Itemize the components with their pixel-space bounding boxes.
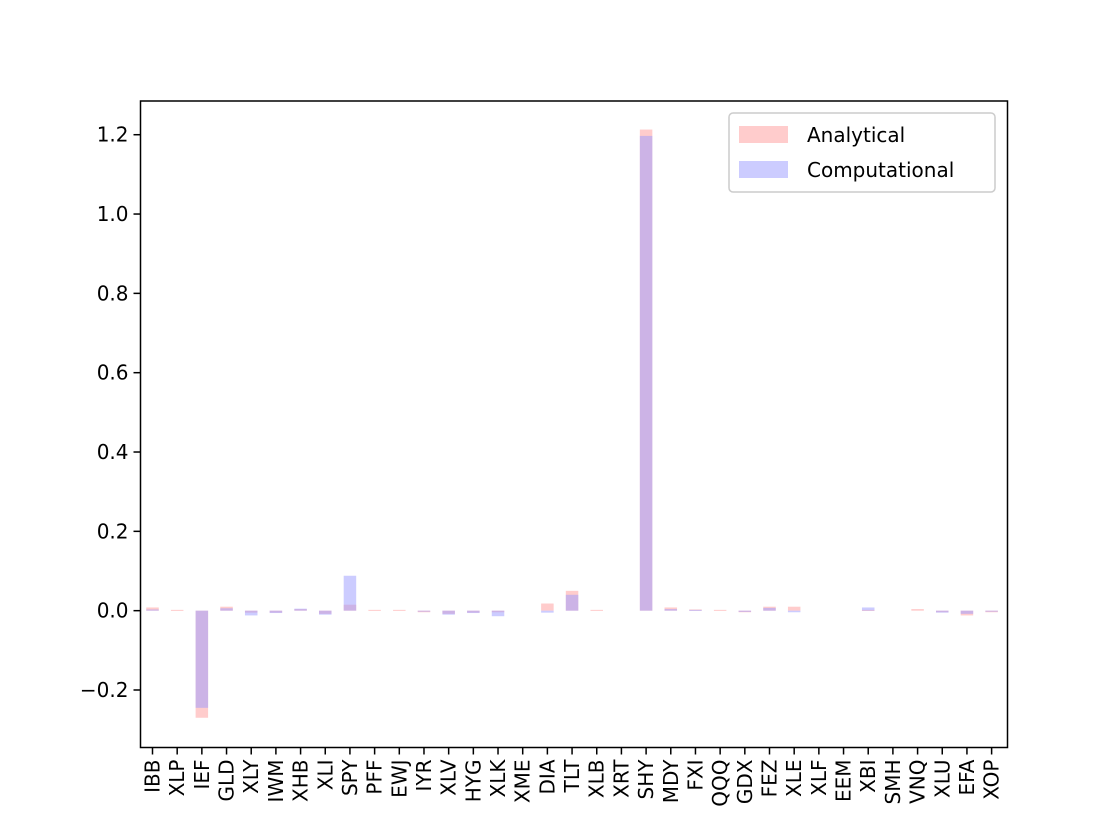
bar-computational-xlv	[442, 610, 455, 615]
y-tick-label: 1.0	[97, 202, 129, 226]
legend-label-analytical: Analytical	[807, 123, 905, 147]
bar-computational-xhb	[294, 608, 307, 611]
x-tick-label: IBB	[141, 760, 165, 793]
bar-analytical-qqq	[713, 609, 727, 611]
x-tick-label: XLI	[313, 760, 337, 791]
y-tick-label: 0.0	[97, 599, 129, 623]
x-tick-label: SHY	[634, 759, 658, 800]
x-tick-label: XHB	[289, 760, 313, 802]
bar-analytical-xlb	[590, 609, 603, 611]
x-tick-label: EFA	[955, 759, 979, 795]
bar-computational-ief	[195, 610, 209, 708]
y-axis: −0.2 0.0 0.2 0.4 0.6 0.8 1.0 1.2	[80, 123, 141, 702]
bar-computational-mdy	[664, 609, 678, 611]
bar-computational-iyr	[417, 610, 431, 612]
legend-label-computational: Computational	[807, 158, 954, 182]
x-tick-label: IWM	[264, 760, 288, 803]
bar-computational-xlu	[936, 610, 949, 613]
y-tick-label: −0.2	[80, 678, 129, 702]
x-tick-label: XLF	[807, 760, 831, 796]
bar-computational-xle	[787, 610, 801, 613]
x-tick-label: XRT	[609, 759, 633, 798]
bar-computational-ibb	[146, 609, 159, 611]
x-tick-label: EWJ	[387, 760, 411, 798]
y-tick-label: 0.8	[97, 281, 129, 305]
x-tick-label: SPY	[338, 759, 362, 796]
x-tick-label: FEZ	[758, 760, 782, 798]
bar-analytical-xle	[787, 606, 801, 611]
legend-swatch-analytical	[739, 126, 788, 143]
y-tick-label: 0.2	[97, 519, 129, 543]
bar-analytical-ibb	[146, 607, 159, 611]
bar-analytical-pff	[368, 609, 381, 611]
y-tick-label: 0.4	[97, 440, 129, 464]
x-tick-label: XBI	[856, 760, 880, 793]
x-tick-label: XOP	[980, 760, 1004, 800]
x-tick-label: XLY	[239, 759, 263, 794]
bar-computational-shy	[639, 135, 653, 611]
x-tick-label: MDY	[659, 759, 683, 804]
x-tick-label: TLT	[560, 759, 584, 794]
x-tick-label: PFF	[363, 760, 387, 795]
x-axis: IBB XLP IEF GLD XLY IWM XHB XLI SPY PFF EWJ IYR XLV H…	[141, 747, 1004, 807]
plot-frame	[139, 100, 1009, 749]
bars-layer	[146, 129, 998, 718]
bar-analytical-dia	[541, 603, 554, 611]
x-tick-label: QQQ	[708, 760, 732, 807]
bar-computational-fxi	[689, 609, 702, 611]
x-tick-label: XLE	[782, 760, 806, 797]
bar-computational-fez	[763, 607, 776, 611]
x-tick-label: XLB	[585, 760, 609, 799]
legend-swatch-computational	[739, 161, 788, 178]
x-tick-label: IEF	[190, 760, 214, 790]
x-tick-label: VNQ	[906, 760, 930, 804]
bar-analytical-ewj	[393, 609, 406, 611]
bar-computational-gdx	[738, 610, 752, 612]
x-tick-label: GLD	[215, 760, 239, 802]
x-tick-label: GDX	[733, 759, 757, 804]
x-tick-label: XLU	[930, 760, 954, 799]
x-tick-label: IYR	[412, 759, 436, 791]
y-tick-label: 0.6	[97, 361, 129, 385]
x-tick-label: XLP	[165, 760, 189, 797]
y-tick-label: 1.2	[97, 123, 129, 147]
bar-computational-hyg	[467, 610, 480, 614]
x-tick-label: SMH	[881, 760, 905, 805]
legend: Analytical Computational	[728, 112, 996, 193]
bar-computational-spy	[343, 575, 357, 611]
bar-analytical-mdy	[664, 607, 678, 611]
bar-computational-xli	[319, 610, 332, 615]
bar-computational-tlt	[565, 594, 579, 611]
bar-computational-xbi	[861, 607, 875, 611]
bar-computational-xlk	[491, 610, 505, 617]
bar-computational-xop	[985, 610, 998, 612]
x-tick-label: XLV	[437, 759, 461, 796]
x-tick-label: FXI	[683, 760, 707, 791]
x-tick-label: XME	[511, 760, 535, 804]
bar-computational-efa	[960, 610, 974, 614]
bar-computational-xly	[244, 610, 258, 616]
bar-computational-gld	[220, 608, 233, 611]
bar-computational-iwm	[269, 610, 283, 614]
legend-box	[728, 112, 996, 193]
bar-analytical-xlp	[170, 609, 184, 611]
x-tick-label: XLK	[486, 759, 510, 798]
bar-analytical-vnq	[911, 609, 924, 611]
series-computational	[146, 135, 998, 708]
bar-computational-dia	[541, 610, 554, 613]
x-tick-label: EEM	[832, 760, 856, 803]
x-tick-label: DIA	[535, 759, 559, 794]
x-tick-label: HYG	[461, 760, 485, 803]
